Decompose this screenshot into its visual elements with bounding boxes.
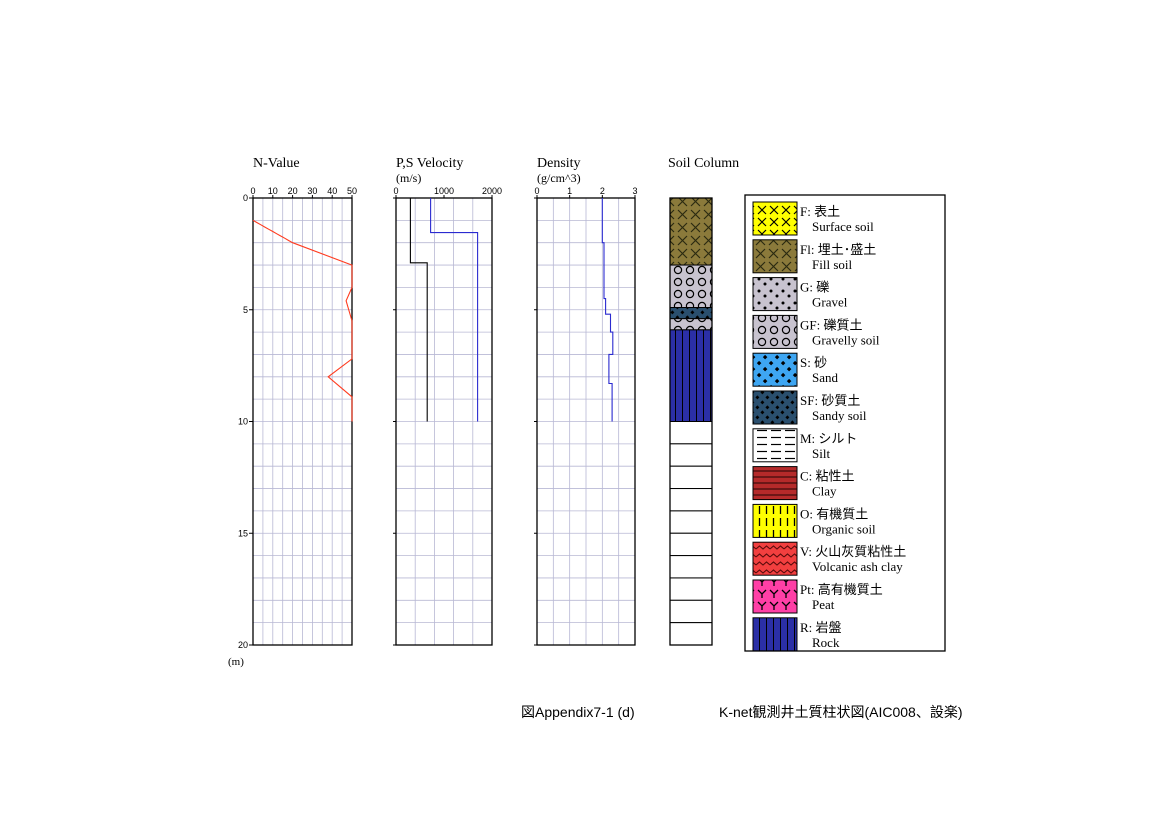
y-tick-label: 0 [243,193,248,203]
soil-empty-cell [669,421,713,445]
legend-label-en: Surface soil [812,219,874,234]
legend-label-jp: Fl: 埋土･盛土 [800,242,876,257]
legend-label-en: Rock [812,635,840,650]
legend-swatch-Fl [752,239,798,274]
soil-layer-GF [669,318,713,331]
legend-swatch-C [752,466,798,501]
y-tick-label: 15 [238,528,248,538]
x-tick-label: 3 [632,186,637,196]
x-tick-label: 40 [327,186,337,196]
n-value-chart: N-Value 0 10 20 30 40 50 0 5 10 15 20 (m) [228,156,357,668]
legend-label-jp: G: 礫 [800,280,829,295]
legend-label-en: Volcanic ash clay [812,559,903,574]
legend-label-en: Organic soil [812,521,876,536]
soil-empty-cell [669,599,713,624]
x-tick-label: 0 [534,186,539,196]
legend-label-jp: O: 有機質土 [800,506,868,521]
legend-swatch-O [752,503,798,538]
y-axis-label: (m) [228,656,244,668]
soil-column-title: Soil Column [668,156,739,171]
soil-column: Soil Column [668,156,739,646]
figure-description: K-net観測井土質柱状図(AIC008、設楽) [719,704,962,720]
legend-label-en: Silt [812,446,830,461]
soil-layer-GF [669,264,713,309]
soil-empty-cell [669,555,713,579]
soil-layer-R [669,329,713,422]
legend-swatch-SF [752,390,798,425]
soil-empty-cell [669,577,713,601]
legend-label-en: Sandy soil [812,408,867,423]
legend-swatch-F [752,201,798,236]
soil-layer-Fl [669,197,713,266]
y-tick-label: 20 [238,640,248,650]
x-axis-label: (m/s) [396,171,421,185]
legend-label-jp: R: 岩盤 [800,620,842,635]
x-axis-label: (g/cm^3) [537,171,581,185]
chart-title: Density [537,156,581,171]
soil-empty-cell [669,532,713,557]
x-tick-label: 1 [567,186,572,196]
legend-label-jp: Pt: 高有機質土 [800,582,883,597]
legend-label-jp: GF: 礫質土 [800,317,862,332]
series-line [601,198,614,422]
x-tick-label: 30 [307,186,317,196]
chart-title: N-Value [253,156,300,171]
y-tick-label: 5 [243,305,248,315]
soil-empty-cell [669,622,713,646]
legend-swatch-GF [752,314,798,349]
x-tick-label: 20 [288,186,298,196]
soil-column-frame [669,197,713,646]
figure-number: 図Appendix7-1 (d) [521,704,635,720]
legend-label-en: Sand [812,370,839,385]
series-line [430,198,479,422]
legend-label-en: Gravelly soil [812,332,880,347]
x-tick-label: 50 [347,186,357,196]
legend-swatch-S [752,352,798,387]
soil-layer-SF [669,307,713,320]
legend-swatch-G [752,277,798,312]
soil-empty-cell [669,465,713,490]
y-tick-label: 10 [238,417,248,427]
density-chart: Density(g/cm^3)0 1 2 3 [534,156,638,646]
soil-empty-cell [669,488,713,512]
series-line [252,219,353,422]
figure-caption: 図Appendix7-1 (d) K-net観測井土質柱状図(AIC008、設楽) [521,704,962,720]
velocity-chart: P,S Velocity(m/s)0 1000 2000 [393,156,502,646]
legend-label-en: Peat [812,597,835,612]
soil-empty-cell [669,443,713,467]
legend-label-en: Gravel [812,295,848,310]
chart-title: P,S Velocity [396,156,463,171]
x-tick-label: 2 [600,186,605,196]
legend-label-en: Fill soil [812,257,852,272]
legend-swatch-M [752,428,798,463]
x-tick-label: 0 [250,186,255,196]
legend-label-jp: SF: 砂質土 [800,393,860,408]
legend-label-jp: V: 火山灰質粘性土 [800,544,906,559]
x-tick-label: 2000 [482,186,502,196]
series-line [409,198,428,422]
x-tick-label: 10 [268,186,278,196]
legend-label-jp: F: 表土 [800,204,840,219]
legend-label-jp: C: 粘性土 [800,469,855,484]
legend-label-jp: S: 砂 [800,355,827,370]
legend-swatch-R [752,617,798,652]
legend-swatch-Pt [752,579,798,614]
legend-label-en: Clay [812,484,837,499]
x-tick-label: 0 [393,186,398,196]
legend-swatch-V [752,541,798,576]
legend-label-jp: M: シルト [800,431,857,446]
x-tick-label: 1000 [434,186,454,196]
soil-empty-cell [669,510,713,534]
